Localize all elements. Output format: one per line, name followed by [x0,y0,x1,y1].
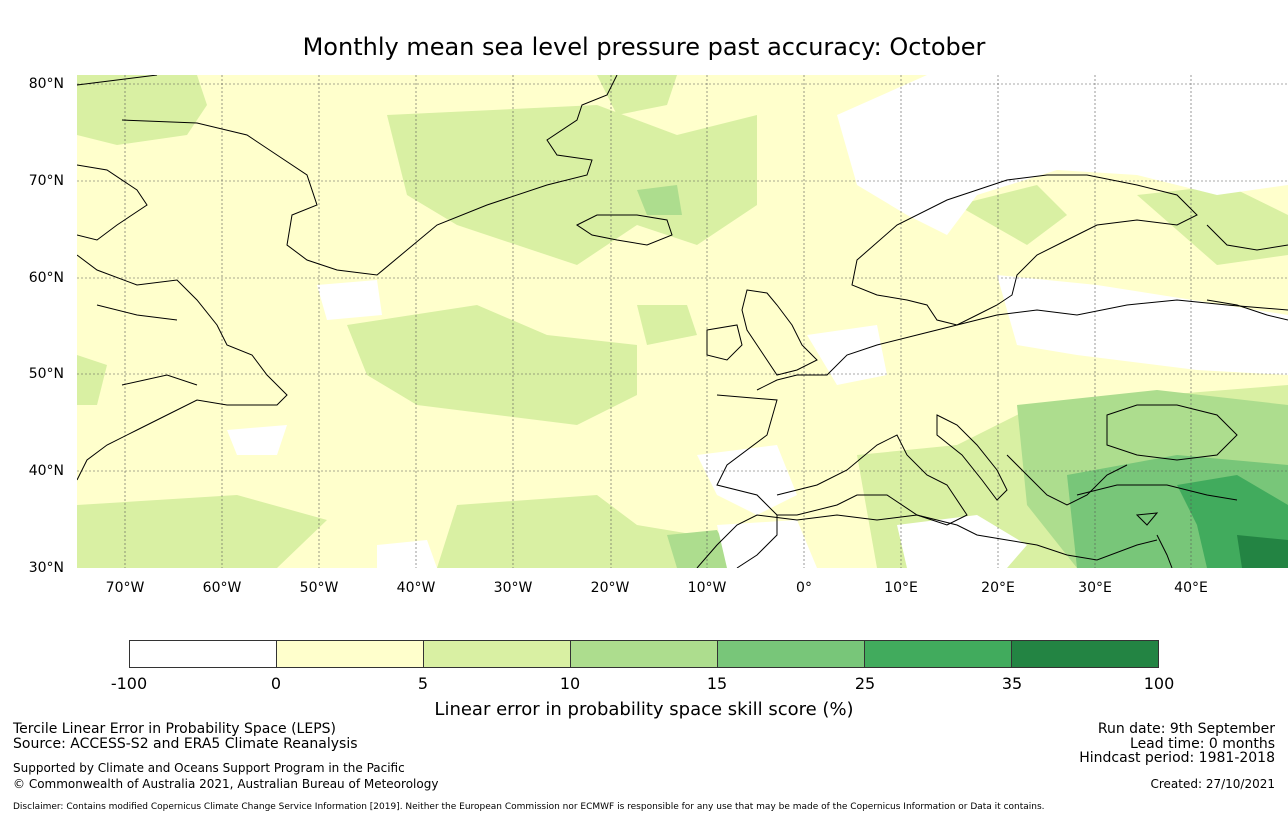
colorbar-segment [718,641,865,667]
lat-label-50n: 50°N [28,366,64,382]
colorbar-segment [865,641,1012,667]
lon-label-20e: 20°E [981,580,1015,596]
created-text: Created: 27/10/2021 [1150,777,1275,791]
lon-label-10w: 10°W [687,580,727,596]
colorbar-tick: 5 [417,674,429,693]
colorbar-segment [424,641,571,667]
lon-label-30w: 30°W [493,580,533,596]
lon-label-40w: 40°W [396,580,436,596]
lon-label-30e: 30°E [1078,580,1112,596]
lon-label-10e: 10°E [884,580,918,596]
lead-time-text: Lead time: 0 months [1130,736,1275,752]
colorbar-segment [277,641,424,667]
lat-label-70n: 70°N [28,173,64,189]
lon-label-0: 0° [796,580,812,596]
hindcast-text: Hindcast period: 1981-2018 [1079,750,1275,766]
lon-label-40e: 40°E [1174,580,1208,596]
lat-label-40n: 40°N [28,463,64,479]
skill-negative-regions [227,75,1288,568]
lon-label-60w: 60°W [202,580,242,596]
colorbar-segment [130,641,277,667]
colorbar-tick: 15 [706,674,728,693]
colorbar-tick: -100 [110,674,148,693]
copyright-text: © Commonwealth of Australia 2021, Austra… [13,777,439,791]
colorbar [129,640,1159,668]
lon-label-20w: 20°W [590,580,630,596]
map-canvas [77,75,1288,568]
coastlines [77,75,1288,568]
source-text: Source: ACCESS-S2 and ERA5 Climate Reana… [13,736,358,752]
colorbar-tick: 25 [854,674,876,693]
colorbar-tick: 10 [559,674,581,693]
colorbar-label: Linear error in probability space skill … [434,699,854,720]
run-date-text: Run date: 9th September [1097,721,1275,737]
colorbar-segment [571,641,718,667]
colorbar-tick: 100 [1143,674,1175,693]
lat-label-60n: 60°N [28,270,64,286]
colorbar-tick: 0 [270,674,282,693]
colorbar-tick: 35 [1001,674,1023,693]
method-text: Tercile Linear Error in Probability Spac… [13,721,336,737]
lat-label-30n: 30°N [28,560,64,576]
disclaimer-text: Disclaimer: Contains modified Copernicus… [13,802,1045,812]
support-text: Supported by Climate and Oceans Support … [13,761,405,775]
lon-label-50w: 50°W [299,580,339,596]
colorbar-segment [1012,641,1158,667]
chart-title: Monthly mean sea level pressure past acc… [302,33,986,61]
lat-label-80n: 80°N [28,76,64,92]
map-gridlines [77,75,1288,568]
skill-score-map [77,75,1288,568]
lon-label-70w: 70°W [105,580,145,596]
skill-35-100-regions [1237,535,1288,568]
